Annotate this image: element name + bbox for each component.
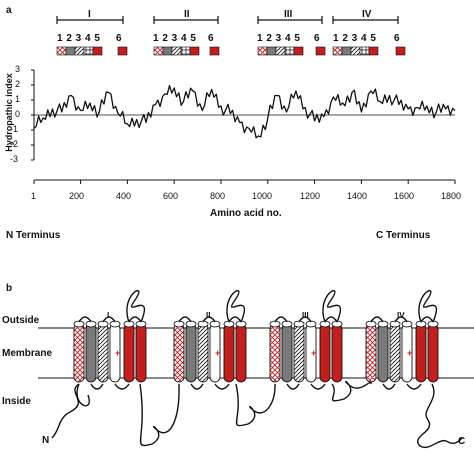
extracellular-loop [178,289,246,323]
membrane-domain-II: II [206,311,211,320]
y-tick-label: 0 [15,109,21,119]
transmembrane-segment-5 [415,323,427,383]
transmembrane-segment-2 [377,323,389,383]
n-terminal-label: N [42,435,50,446]
x-axis-label: Amino acid no. [210,208,282,219]
interdomain-linker [331,380,372,402]
y-tick-label: 3 [15,64,21,74]
transmembrane-segment-3 [197,323,209,383]
intracellular-loop [90,383,130,390]
membrane-domain-I: I [107,311,110,320]
intracellular-loop [286,383,326,390]
x-tick-label: 800 [210,191,226,201]
c-terminal-tail [417,383,463,449]
transmembrane-segment-1 [73,323,85,383]
extracellular-loop [274,289,342,323]
domain-label-I: I [88,9,91,20]
inside-label: Inside [2,396,31,407]
intracellular-loop [382,383,422,390]
transmembrane-segment-6 [235,323,247,383]
x-tick-label: 1600 [394,191,415,201]
extracellular-loop [78,289,146,323]
segment-numbers-II: 1 2 3 4 5 [153,33,197,44]
x-tick-label: 200 [69,191,85,201]
segment-6-swatch [117,46,128,56]
charge-mark: + [407,348,412,358]
y-tick-label: 2 [15,79,21,89]
domain-label-IV: IV [362,9,372,20]
transmembrane-segment-1 [269,323,281,383]
interdomain-linker [235,383,276,427]
y-tick-label: -1 [10,124,19,134]
charge-mark: + [215,348,220,358]
n-terminal-tail [51,383,90,439]
charge-mark: + [311,348,316,358]
transmembrane-segment-3 [97,323,109,383]
segment-6-swatch [315,46,326,56]
y-tick-label: 1 [15,94,21,104]
panel-b-label: b [6,283,13,294]
segment-6-swatch [209,46,220,56]
segment-5-swatch [92,46,103,56]
transmembrane-segment-3 [293,323,305,383]
y-tick-label: -2 [10,139,19,149]
intracellular-loop [190,383,230,390]
membrane-domain-III: III [302,311,309,320]
segment-5-swatch [293,46,304,56]
transmembrane-segment-6 [331,323,343,383]
y-tick-label: -3 [10,154,19,164]
c-terminal-label: C [458,436,466,447]
transmembrane-segment-2 [85,323,97,383]
transmembrane-segment-5 [123,323,135,383]
segment6-number-II: 6 [208,33,215,44]
x-tick-label: 600 [163,191,179,201]
segment-6-swatch [395,46,406,56]
x-tick-label: 1000 [252,191,273,201]
x-tick-label: 400 [116,191,132,201]
interdomain-linker [139,383,180,447]
transmembrane-segment-3 [389,323,401,383]
hydropathy-series-line [33,84,456,139]
segment-5-swatch [368,46,379,56]
segment6-number-III: 6 [314,33,321,44]
segment-5-swatch [189,46,200,56]
x-tick-label: 1200 [300,191,321,201]
transmembrane-segment-2 [185,323,197,383]
x-tick-label: 1800 [441,191,462,201]
segment-numbers-I: 1 2 3 4 5 [57,33,101,44]
domain-label-III: III [284,9,293,20]
transmembrane-segment-6 [135,323,147,383]
extracellular-loop [370,289,438,323]
x-tick-label: 1400 [347,191,368,201]
segment6-number-I: 6 [116,33,123,44]
charge-mark: + [115,348,120,358]
segment-numbers-IV: 1 2 3 4 5 [333,33,377,44]
segment-numbers-III: 1 2 3 4 5 [257,33,301,44]
transmembrane-segment-5 [319,323,331,383]
transmembrane-segment-6 [427,323,439,383]
c-terminus-label: C Terminus [376,230,431,241]
membrane-label: Membrane [2,348,53,359]
x-tick-label: 1 [31,191,37,201]
outside-label: Outside [2,315,40,326]
n-terminus-label: N Terminus [6,230,61,241]
transmembrane-segment-1 [173,323,185,383]
transmembrane-segment-1 [365,323,377,383]
transmembrane-segment-5 [223,323,235,383]
domain-label-II: II [184,9,190,20]
segment6-number-IV: 6 [394,33,401,44]
transmembrane-segment-2 [281,323,293,383]
panel-a-label: a [6,5,12,16]
membrane-domain-IV: IV [397,311,405,320]
